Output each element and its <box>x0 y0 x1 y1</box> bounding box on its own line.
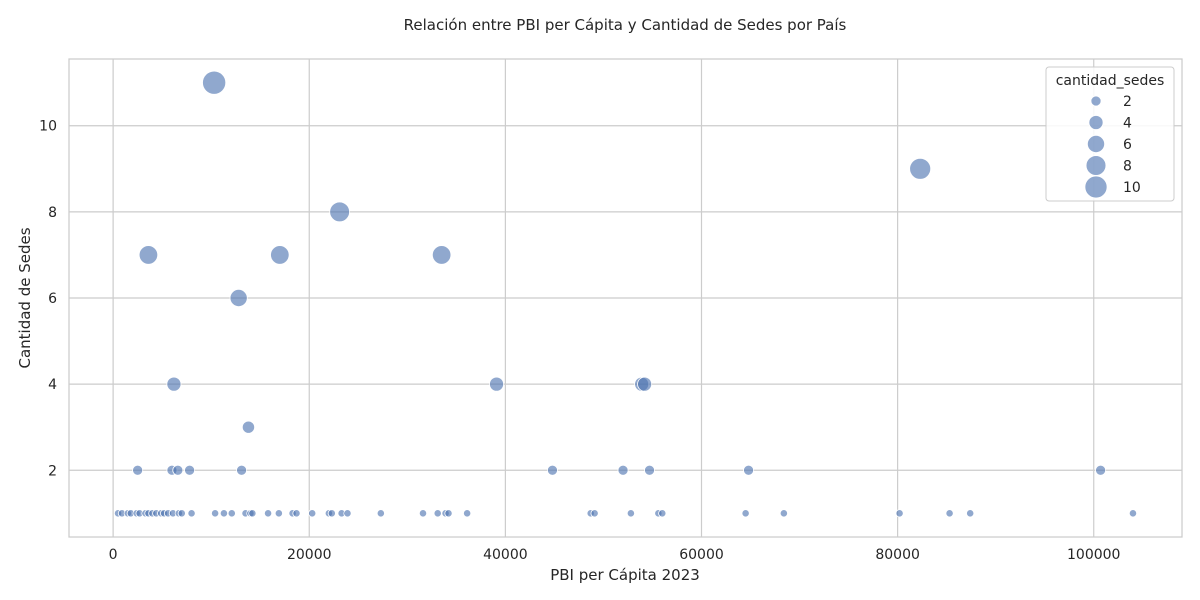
data-point <box>270 245 290 265</box>
data-point <box>166 376 182 392</box>
data-point <box>658 509 667 518</box>
data-point <box>327 509 336 518</box>
legend-label: 2 <box>1123 94 1132 110</box>
legend-marker <box>1090 95 1102 107</box>
data-point <box>211 509 220 518</box>
legend-label: 10 <box>1123 180 1141 196</box>
data-point <box>236 464 248 476</box>
legend-entry: 2 <box>1090 94 1132 110</box>
legend-entry: 4 <box>1088 115 1132 132</box>
data-point <box>444 509 453 518</box>
data-point <box>1095 464 1107 476</box>
data-point <box>187 509 196 518</box>
data-point <box>138 245 159 265</box>
x-tick-label: 80000 <box>875 547 920 563</box>
x-tick-label: 100000 <box>1067 547 1120 563</box>
data-point <box>132 464 144 476</box>
data-point <box>431 245 452 265</box>
y-tick-label: 10 <box>39 119 57 135</box>
data-point <box>463 509 472 518</box>
y-tick-label: 2 <box>48 463 57 479</box>
data-point <box>172 464 184 476</box>
legend: cantidad_sedes 2 4 6 8 10 <box>1045 66 1175 202</box>
gridlines <box>69 59 1182 537</box>
data-point <box>489 376 505 392</box>
data-point <box>292 509 301 518</box>
data-point <box>945 509 954 518</box>
data-point <box>779 509 788 518</box>
data-point <box>418 509 428 518</box>
data-point <box>202 70 227 95</box>
data-point <box>308 509 317 518</box>
data-point <box>227 509 236 518</box>
legend-marker <box>1084 175 1108 199</box>
y-tick-label: 4 <box>48 377 57 393</box>
data-point <box>241 420 256 434</box>
x-axis-ticks: 0 20000 40000 60000 80000 100000 <box>109 547 1121 563</box>
y-tick-label: 8 <box>48 205 57 221</box>
data-point <box>626 509 635 518</box>
x-tick-label: 60000 <box>679 547 724 563</box>
x-tick-label: 40000 <box>483 547 528 563</box>
legend-marker <box>1086 134 1106 154</box>
data-point <box>909 157 932 180</box>
data-point <box>590 509 599 518</box>
legend-label: 6 <box>1123 137 1132 153</box>
legend-entry: 10 <box>1084 175 1141 199</box>
chart-title: Relación entre PBI per Cápita y Cantidad… <box>404 16 847 34</box>
data-point <box>433 509 442 518</box>
data-point <box>966 509 975 518</box>
data-point <box>219 509 229 518</box>
legend-label: 4 <box>1123 116 1132 132</box>
data-point <box>248 509 257 518</box>
data-point <box>329 201 350 223</box>
y-axis-label: Cantidad de Sedes <box>16 227 34 368</box>
legend-label: 8 <box>1123 159 1132 175</box>
legend-entries: 2 4 6 8 10 <box>1084 94 1141 199</box>
data-point <box>617 464 629 476</box>
legend-title: cantidad_sedes <box>1056 73 1165 89</box>
data-point <box>263 509 273 518</box>
legend-marker <box>1085 155 1107 176</box>
legend-marker <box>1088 115 1104 130</box>
data-point <box>637 376 653 392</box>
data-point <box>895 509 904 518</box>
data-point <box>343 509 352 518</box>
data-point <box>274 509 283 518</box>
data-point <box>546 464 558 476</box>
data-points <box>113 70 1138 518</box>
data-point <box>376 509 385 518</box>
legend-entry: 6 <box>1086 134 1132 154</box>
x-tick-label: 20000 <box>287 547 332 563</box>
data-point <box>644 464 655 476</box>
x-tick-label: 0 <box>109 547 118 563</box>
data-point <box>177 509 186 518</box>
legend-entry: 8 <box>1085 155 1132 176</box>
x-axis-label: PBI per Cápita 2023 <box>550 566 700 584</box>
y-axis-ticks: 2 4 6 8 10 <box>39 119 57 480</box>
data-point <box>229 288 248 308</box>
data-point <box>741 509 750 518</box>
data-point <box>1128 509 1138 518</box>
legend-box <box>1045 66 1175 202</box>
data-point <box>743 464 755 476</box>
y-tick-label: 6 <box>48 291 57 307</box>
data-point <box>184 464 196 476</box>
